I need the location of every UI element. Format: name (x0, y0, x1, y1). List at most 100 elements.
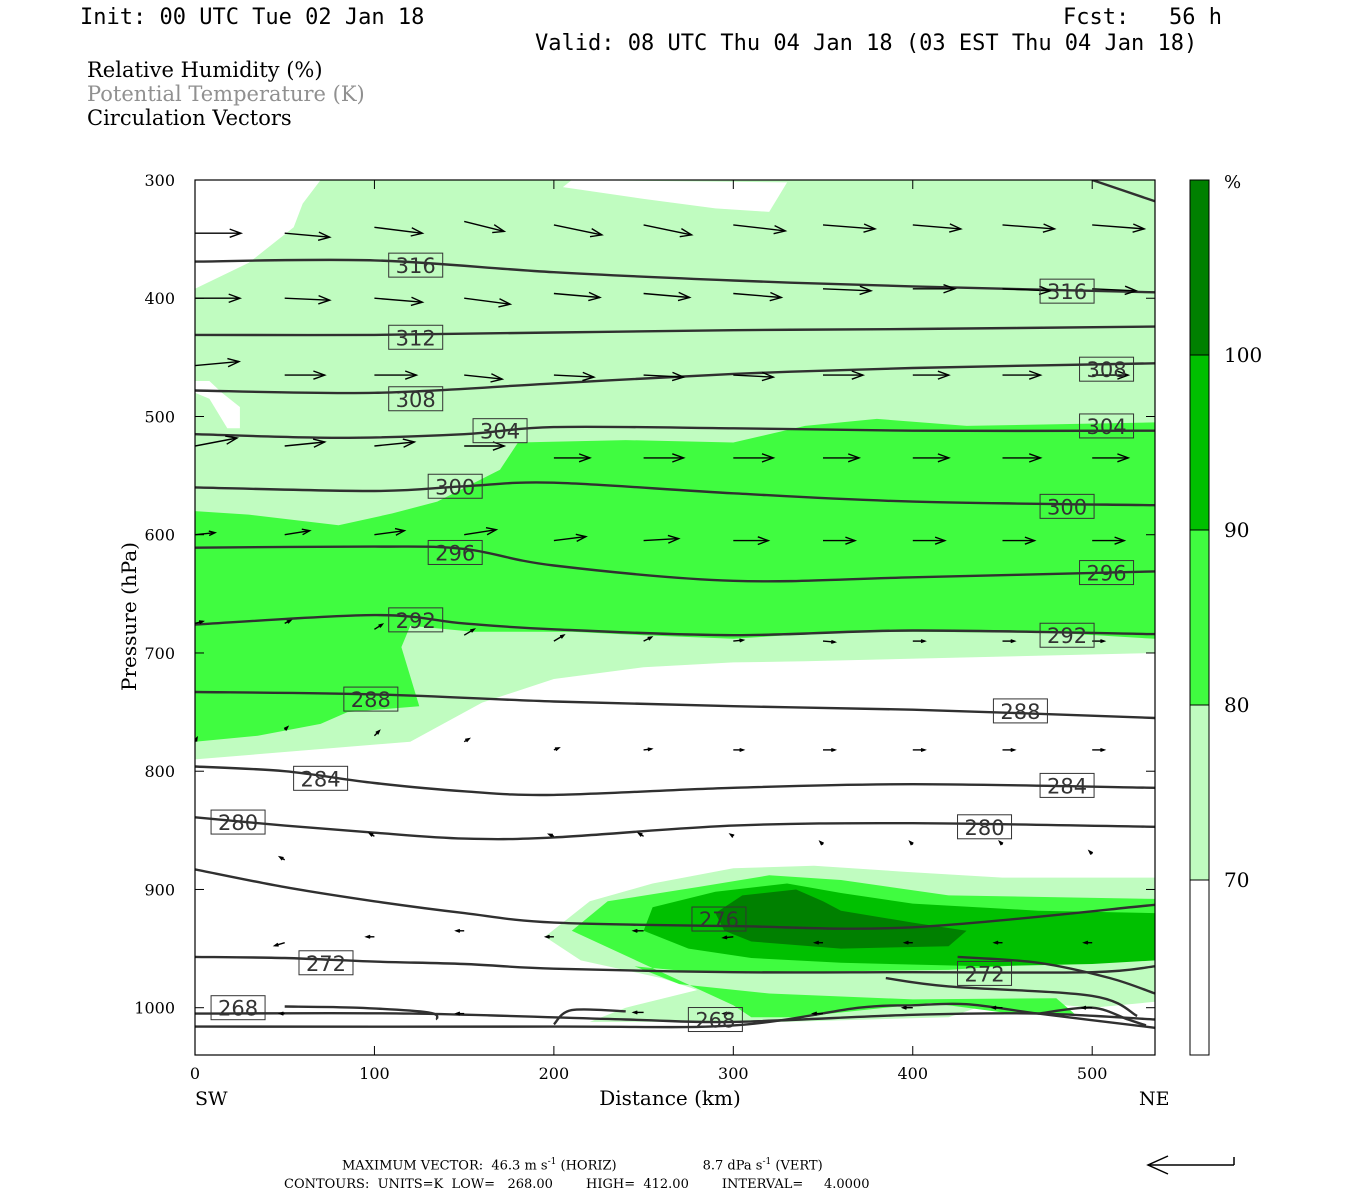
vector-head (364, 934, 371, 939)
vector-shaft (1092, 288, 1137, 292)
contour-label-text: 284 (1047, 774, 1087, 798)
circulation-vector (374, 226, 425, 237)
circulation-vector (553, 634, 566, 642)
circulation-vector (818, 840, 824, 846)
circulation-vector (463, 737, 471, 743)
vector-head (588, 291, 602, 302)
theta-contour-300 (195, 481, 1155, 507)
vector-head (679, 228, 694, 238)
circulation-vector (1002, 370, 1043, 380)
max-vector-horiz: (HORIZ) (556, 1158, 617, 1174)
circulation-vector (990, 1005, 1003, 1010)
y-tick-label: 300 (144, 171, 175, 190)
circulation-vector (812, 940, 823, 945)
circulation-vector (546, 833, 555, 838)
colorbar-label: 80 (1224, 693, 1249, 717)
theta-contour-268 (195, 1002, 1155, 1029)
circulation-vector (823, 453, 862, 463)
circulation-vector (195, 620, 205, 625)
vector-head (863, 223, 878, 233)
theta-contour-268 (553, 1008, 626, 1026)
circulation-vector (553, 453, 592, 463)
circulation-vector (367, 832, 375, 837)
circulation-vector (364, 934, 375, 939)
contour-label-box (388, 386, 444, 412)
contour-label-text: 296 (1087, 562, 1127, 586)
vector-head (272, 942, 279, 947)
vector-head (1010, 639, 1017, 644)
vector-head (739, 638, 746, 643)
y-tick-label: 700 (144, 644, 175, 663)
y-tick-label: 500 (144, 407, 175, 426)
vector-head (647, 636, 654, 641)
circulation-vector (454, 1011, 465, 1016)
circulation-vector (733, 747, 746, 752)
vector-head (761, 371, 776, 382)
footer-max-vector: MAXIMUM VECTOR: 46.3 m s-1 (HORIZ) 8.7 dP… (342, 1158, 823, 1174)
vector-shaft (643, 292, 690, 299)
y-tick-label: 400 (144, 289, 175, 308)
vector-head (1024, 536, 1037, 545)
vector-head (739, 747, 746, 752)
circulation-vector (464, 220, 507, 234)
vector-head (277, 1011, 284, 1016)
contour-label-box (1039, 278, 1095, 304)
vector-head (757, 536, 771, 546)
circulation-vector (992, 940, 1003, 945)
contour-label-box (388, 324, 444, 350)
circulation-vector (284, 619, 293, 625)
theta-contour-304 (195, 425, 1155, 440)
vector-head (454, 928, 461, 933)
contour-label-box (343, 686, 399, 712)
vector-shaft (195, 360, 240, 367)
vector-head (1028, 453, 1043, 463)
vector-head (920, 747, 927, 752)
legend-theta: Potential Temperature (K) (87, 82, 365, 106)
circulation-vector (733, 371, 776, 382)
theta-contour-268 (284, 1005, 439, 1021)
contour-label-box (293, 765, 349, 791)
vector-shaft (733, 224, 786, 232)
vector-head (1100, 747, 1107, 752)
colorbar-label: 90 (1224, 518, 1249, 542)
vector-shaft (553, 224, 603, 236)
vector-shaft (733, 292, 782, 299)
theta-contour-label-280: 280 (957, 814, 1013, 840)
vector-shaft (464, 297, 511, 305)
rh-region-100 (715, 889, 967, 949)
vector-shaft (643, 374, 684, 378)
contour-label-text: 300 (435, 475, 475, 499)
contour-label-box (298, 950, 354, 976)
vector-head (492, 441, 507, 451)
circulation-vector (733, 638, 746, 643)
theta-contour-label-272: 272 (957, 960, 1013, 986)
theta-contour-label-308: 308 (1079, 356, 1135, 382)
contour-label-text: 316 (1047, 280, 1087, 304)
vector-head (375, 729, 381, 735)
vector-head (559, 634, 566, 639)
circulation-vector (1092, 747, 1107, 752)
vector-shaft (1002, 288, 1051, 292)
circulation-vector (1092, 370, 1131, 380)
theta-contour-label-272: 272 (298, 950, 354, 976)
vector-head (636, 832, 643, 837)
circulation-vector (463, 628, 477, 636)
vector-head (543, 934, 550, 939)
circulation-vector (1092, 223, 1147, 233)
y-tick-label: 600 (144, 526, 175, 545)
vector-shaft (374, 226, 423, 234)
vector-head (225, 435, 240, 445)
circulation-vector (1002, 747, 1017, 752)
vector-head (277, 855, 284, 861)
theta-contour-312 (195, 325, 1155, 337)
vector-shaft (1092, 224, 1145, 230)
vector-head (312, 438, 327, 448)
max-vector-vert-value: 8.7 dPa s (702, 1158, 763, 1174)
vector-head (554, 747, 561, 752)
vector-head (485, 527, 499, 536)
circulation-vector (553, 291, 602, 302)
contour-label-text: 308 (396, 388, 436, 412)
vector-head (831, 747, 838, 752)
colorbar-band (1190, 355, 1209, 530)
